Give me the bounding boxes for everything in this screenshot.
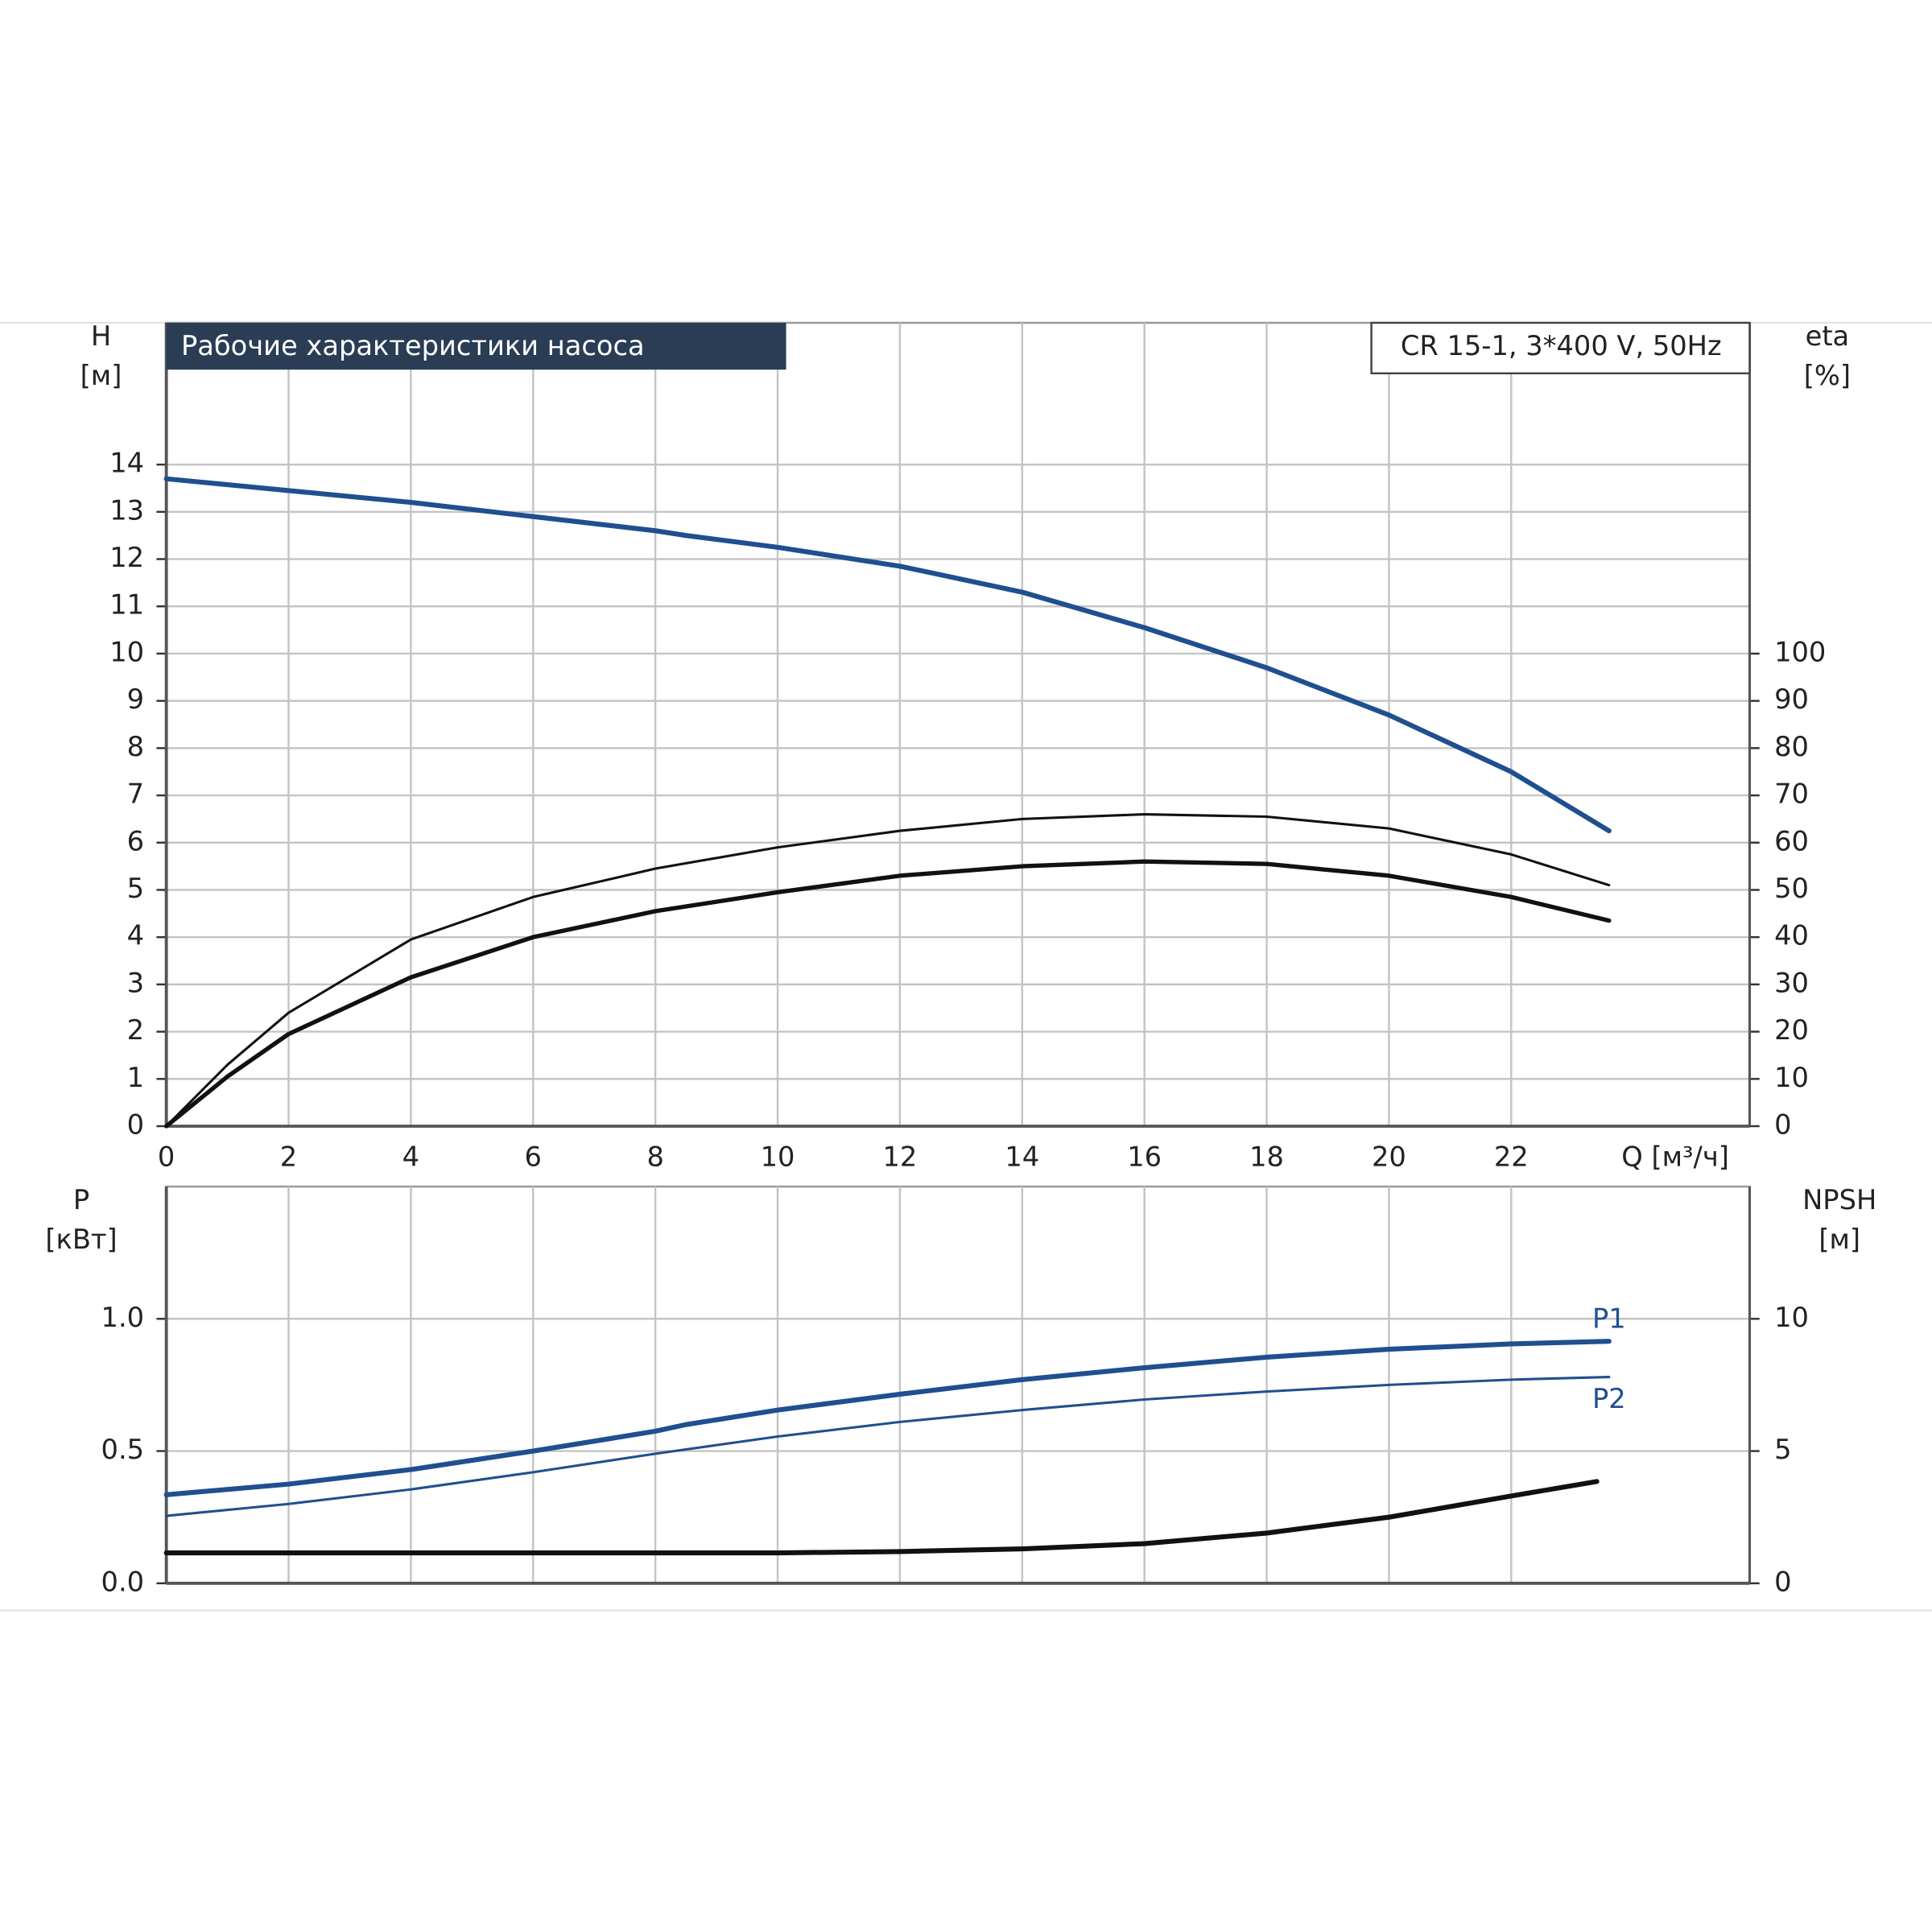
y2-tick-label: 10	[1774, 1302, 1809, 1333]
y-tick-label: 0.5	[101, 1434, 145, 1465]
series-line	[165, 1376, 1611, 1517]
y-tick-label: 0	[127, 1108, 144, 1140]
y-tick-label: 14	[109, 448, 144, 479]
x-tick-label: 22	[1494, 1141, 1529, 1172]
x-tick-label: 20	[1372, 1141, 1406, 1172]
y-tick-label: 8	[127, 731, 144, 762]
series-line	[163, 1479, 1600, 1556]
x-tick-label: 6	[525, 1141, 542, 1172]
y2-tick-label: 30	[1774, 967, 1809, 998]
y2-axis-unit: [м]	[1818, 1224, 1860, 1255]
series-line	[163, 1339, 1612, 1497]
y2-tick-label: 100	[1774, 636, 1826, 667]
y-tick-label: 5	[127, 873, 144, 904]
x-tick-label: 16	[1127, 1141, 1162, 1172]
series-label: P2	[1592, 1383, 1626, 1414]
y-tick-label: 2	[127, 1014, 144, 1046]
annotation-box	[1370, 321, 1751, 374]
y2-tick-label: 20	[1774, 1014, 1809, 1046]
y2-axis-label: NPSH	[1802, 1184, 1876, 1216]
y2-axis-label: eta	[1806, 320, 1850, 352]
x-tick-label: 18	[1249, 1141, 1284, 1172]
y-axis-label: H	[91, 320, 111, 352]
y2-tick-label: 40	[1774, 920, 1809, 952]
y-tick-label: 4	[127, 920, 144, 952]
y-tick-label: 9	[127, 683, 144, 715]
x-tick-label: 12	[882, 1141, 917, 1172]
x-tick-label: 10	[761, 1141, 795, 1172]
y2-tick-label: 0	[1774, 1108, 1791, 1140]
series-label: P1	[1592, 1303, 1626, 1335]
y-tick-label: 12	[109, 542, 144, 573]
y-tick-label: 13	[109, 494, 144, 526]
series-line	[163, 859, 1612, 1129]
y2-tick-label: 60	[1774, 825, 1809, 857]
y2-tick-label: 90	[1774, 683, 1809, 715]
x-tick-label: 4	[402, 1141, 419, 1172]
y-tick-label: 0.0	[101, 1566, 145, 1597]
y-axis-label: P	[73, 1184, 89, 1216]
title-box	[166, 323, 786, 370]
annotation: CR 15-1, 3*400 V, 50Hz	[1401, 330, 1722, 361]
y-tick-label: 7	[127, 778, 144, 810]
x-axis-label: Q [м³/ч]	[1621, 1141, 1729, 1172]
y-axis-unit: [кВт]	[45, 1224, 117, 1255]
y-tick-label: 1	[127, 1062, 144, 1093]
y2-tick-label: 0	[1774, 1566, 1791, 1597]
y2-tick-label: 10	[1774, 1062, 1809, 1093]
x-tick-label: 2	[280, 1141, 297, 1172]
series-line	[165, 813, 1611, 1128]
y-tick-label: 6	[127, 825, 144, 857]
x-tick-label: 0	[158, 1141, 175, 1172]
y2-tick-label: 70	[1774, 778, 1809, 810]
y-tick-label: 1.0	[101, 1302, 145, 1333]
series-line	[163, 476, 1612, 834]
y-axis-unit: [м]	[80, 360, 122, 391]
y2-tick-label: 80	[1774, 731, 1809, 762]
y2-tick-label: 5	[1774, 1434, 1791, 1465]
chart-title: Рабочие характеристики насоса	[181, 330, 645, 361]
y-tick-label: 11	[109, 589, 144, 621]
plot-area	[165, 321, 1751, 1128]
y-tick-label: 10	[109, 636, 144, 667]
x-tick-label: 14	[1005, 1141, 1039, 1172]
x-tick-label: 8	[646, 1141, 663, 1172]
y2-tick-label: 50	[1774, 873, 1809, 904]
y-tick-label: 3	[127, 967, 144, 998]
y2-axis-unit: [%]	[1804, 360, 1851, 391]
